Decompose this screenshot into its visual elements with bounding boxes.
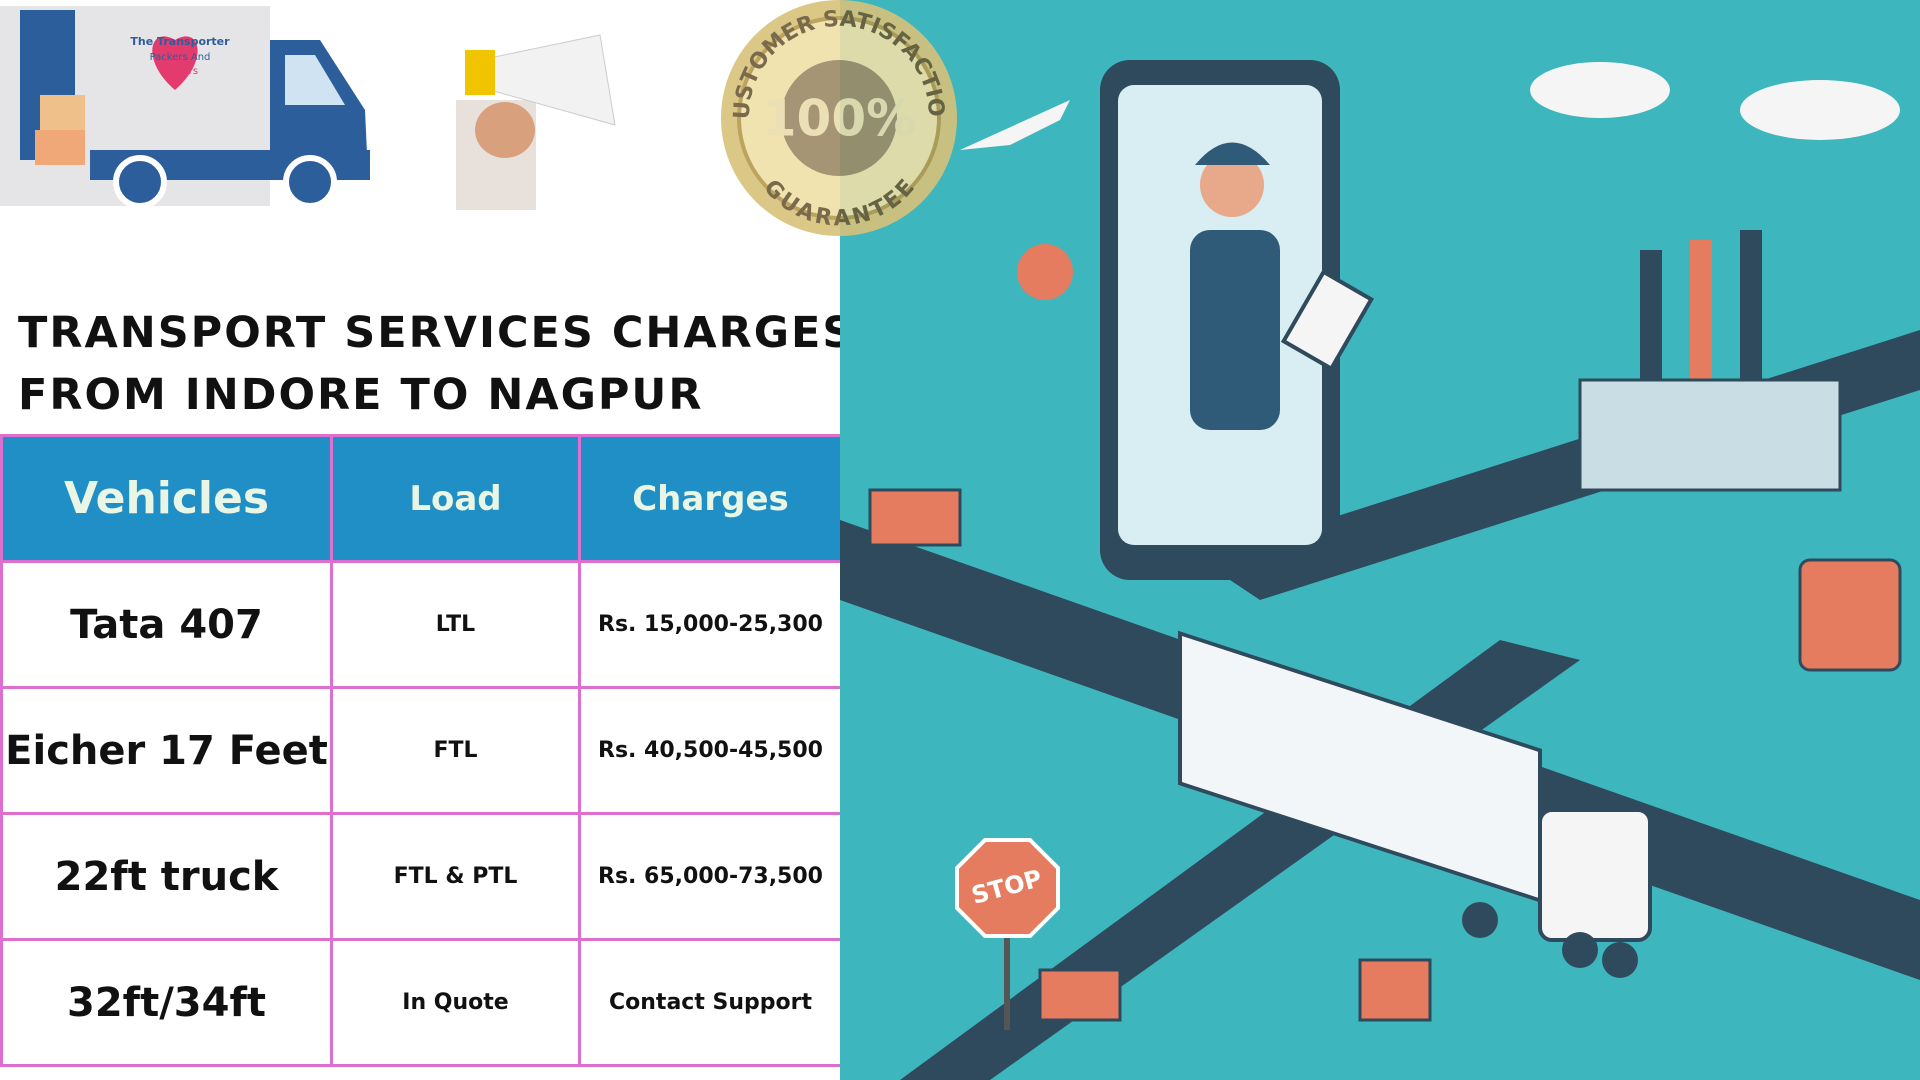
- header-cell: Load: [330, 434, 581, 563]
- table-cell: FTL & PTL: [330, 812, 581, 941]
- charges-table: Vehicles Load Charges Tata 407 LTL Rs. 15,…: [0, 434, 843, 1067]
- table-cell: Rs. 15,000-25,300: [578, 560, 843, 689]
- stop-sign-text: STOP: [969, 864, 1045, 910]
- table-cell: LTL: [330, 560, 581, 689]
- title-line: TRANSPORT SERVICES CHARGES: [18, 308, 856, 358]
- title: TRANSPORT SERVICES CHARGES FROM INDORE T…: [18, 302, 855, 426]
- title-line: FROM INDORE TO NAGPUR: [18, 370, 704, 420]
- illustration: STOP: [840, 0, 1920, 1080]
- table-cell: Rs. 40,500-45,500: [578, 686, 843, 815]
- header-cell: Vehicles: [0, 434, 333, 563]
- table-cell: Eicher 17 Feet: [0, 686, 333, 815]
- header-row: Vehicles Load Charges: [0, 434, 843, 563]
- table-cell: Contact Support: [578, 938, 843, 1067]
- table-cell: Tata 407: [0, 560, 333, 689]
- table-cell: FTL: [330, 686, 581, 815]
- table-row: 22ft truck FTL & PTL Rs. 65,000-73,500: [0, 812, 843, 941]
- left-panel: TRANSPORT SERVICES CHARGES FROM INDORE T…: [0, 0, 853, 1080]
- table-row: Tata 407 LTL Rs. 15,000-25,300: [0, 560, 843, 689]
- table-row: Eicher 17 Feet FTL Rs. 40,500-45,500: [0, 686, 843, 815]
- table-cell: 32ft/34ft: [0, 938, 333, 1067]
- table-cell: In Quote: [330, 938, 581, 1067]
- table-row: 32ft/34ft In Quote Contact Support: [0, 938, 843, 1067]
- table-cell: Rs. 65,000-73,500: [578, 812, 843, 941]
- table-cell: 22ft truck: [0, 812, 333, 941]
- header-cell: Charges: [578, 434, 843, 563]
